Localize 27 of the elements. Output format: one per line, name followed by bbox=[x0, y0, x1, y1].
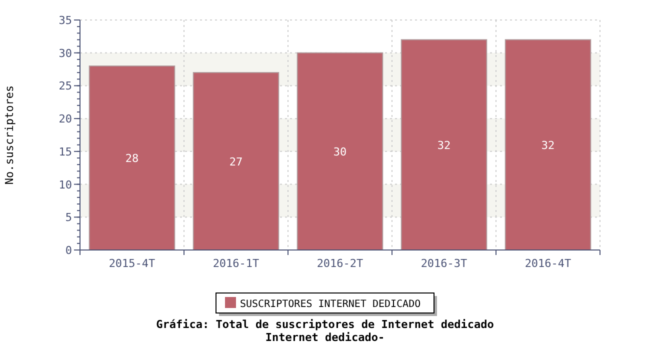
y-tick-label: 35 bbox=[58, 14, 72, 27]
y-tick-label: 20 bbox=[58, 112, 72, 126]
y-tick-label: 25 bbox=[58, 80, 72, 93]
y-tick-label: 30 bbox=[58, 46, 72, 60]
data-label: 32 bbox=[541, 138, 555, 152]
y-axis-title: No.suscriptores bbox=[3, 85, 16, 185]
y-tick-label: 5 bbox=[65, 211, 72, 224]
bar bbox=[400, 39, 488, 250]
bar bbox=[296, 52, 384, 250]
x-tick-label: 2016-2T bbox=[316, 257, 364, 270]
data-label: 30 bbox=[333, 145, 347, 158]
text: Gráfica: Total de suscriptores de Internet dedicado bbox=[156, 318, 494, 331]
bar bbox=[192, 72, 280, 250]
bar bbox=[88, 66, 176, 250]
data-label: 28 bbox=[125, 152, 139, 165]
x-tick-label: 2016-3T bbox=[420, 257, 468, 270]
x-tick-label: 2016-1T bbox=[212, 257, 260, 270]
y-tick-label: 0 bbox=[65, 244, 72, 257]
x-tick-label: 2015-4T bbox=[108, 257, 156, 270]
y-tick-label: 10 bbox=[58, 178, 72, 192]
bar bbox=[504, 39, 592, 250]
x-tick-label: 2016-4T bbox=[524, 257, 572, 270]
text: SUSCRIPTORES INTERNET DEDICADO bbox=[240, 299, 421, 310]
text: Internet dedicado- bbox=[265, 331, 385, 344]
y-tick-label: 15 bbox=[58, 145, 72, 158]
data-label: 27 bbox=[229, 155, 243, 168]
data-label: 32 bbox=[437, 138, 451, 152]
